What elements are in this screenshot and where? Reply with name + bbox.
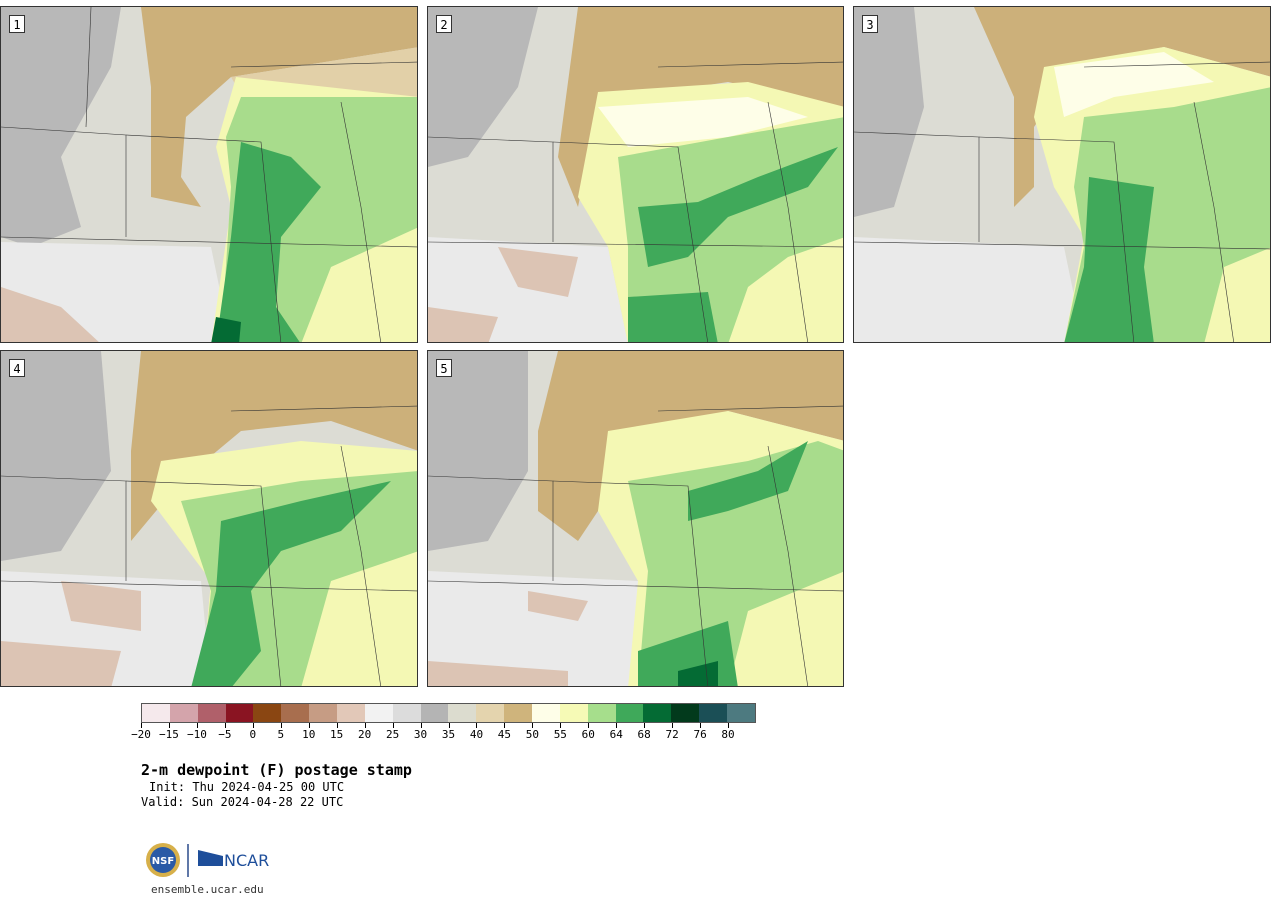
dewpoint-map-1 <box>1 7 417 342</box>
colorbar-tick-label: 0 <box>249 728 257 741</box>
nsf-logo-text: NSF <box>152 856 174 867</box>
colorbar-tick-label: 10 <box>302 728 316 741</box>
colorbar-swatch <box>504 704 533 722</box>
panel-number: 1 <box>9 15 25 33</box>
colorbar-tick <box>672 723 674 728</box>
dewpoint-colorbar <box>141 703 756 723</box>
colorbar-tick-label: 55 <box>553 728 567 741</box>
colorbar-tick-label: 25 <box>385 728 400 741</box>
panel-number: 2 <box>436 15 452 33</box>
colorbar-tick <box>308 723 310 728</box>
colorbar-swatch <box>281 704 310 722</box>
nsf-logo: NSF <box>146 843 180 877</box>
colorbar-swatch <box>225 704 254 722</box>
colorbar-tick <box>504 723 506 728</box>
colorbar-tick <box>728 723 730 728</box>
colorbar-swatch <box>197 704 226 722</box>
colorbar-swatch <box>699 704 728 722</box>
colorbar-swatch <box>364 704 393 722</box>
colorbar-swatch <box>643 704 672 722</box>
colorbar-tick <box>476 723 478 728</box>
colorbar-swatch <box>727 704 755 722</box>
colorbar-tick <box>224 723 226 728</box>
colorbar-tick <box>532 723 534 728</box>
colorbar-tick-label: 68 <box>637 728 651 741</box>
ncar-logo-text: NCAR <box>224 851 269 870</box>
colorbar-swatch <box>671 704 700 722</box>
map-panel-4: 4 <box>0 350 418 687</box>
colorbar-tick-label: −5 <box>218 728 232 741</box>
colorbar-tick <box>364 723 366 728</box>
sponsor-logos: NSF NCAR <box>145 842 275 882</box>
colorbar-tick <box>252 723 254 728</box>
valid-time: Valid: Sun 2024-04-28 22 UTC <box>141 795 344 809</box>
colorbar-tick <box>280 723 282 728</box>
map-panel-2: 2 <box>427 6 844 343</box>
colorbar-swatch <box>169 704 198 722</box>
colorbar-tick-label: 30 <box>413 728 428 741</box>
colorbar-swatch <box>420 704 449 722</box>
colorbar-tick-label: 40 <box>469 728 484 741</box>
colorbar-tick-label: −15 <box>159 728 179 741</box>
dewpoint-map-5 <box>428 351 843 686</box>
colorbar-tick <box>141 723 142 728</box>
map-panel-3: 3 <box>853 6 1271 343</box>
colorbar-tick-label: 80 <box>721 728 735 741</box>
colorbar-tick <box>336 723 338 728</box>
colorbar-swatch <box>337 704 365 722</box>
colorbar-tick <box>588 723 590 728</box>
colorbar-tick <box>196 723 198 728</box>
site-url: ensemble.ucar.edu <box>151 883 264 896</box>
colorbar-tick-label: 72 <box>665 728 679 741</box>
figure-title: 2-m dewpoint (F) postage stamp <box>141 761 412 779</box>
colorbar-tick <box>616 723 618 728</box>
panel-number: 5 <box>436 359 452 377</box>
colorbar-tick <box>392 723 394 728</box>
panel-number: 3 <box>862 15 878 33</box>
colorbar-tick-label: 50 <box>525 728 539 741</box>
ncar-logo: NCAR <box>198 850 269 870</box>
colorbar-ticks: −20 −15 −10 −5 0 5 10 15 20 25 30 35 40 45 50 55 60 64 68 7… <box>131 723 756 743</box>
colorbar-tick-label: 60 <box>581 728 595 741</box>
colorbar-tick-label: 45 <box>497 728 512 741</box>
colorbar-tick-label: 64 <box>609 728 623 741</box>
colorbar-tick <box>560 723 562 728</box>
colorbar-swatch <box>532 704 560 722</box>
dewpoint-map-2 <box>428 7 843 342</box>
colorbar-tick <box>644 723 646 728</box>
colorbar-tick <box>168 723 170 728</box>
init-time: Init: Thu 2024-04-25 00 UTC <box>149 780 345 794</box>
colorbar-tick-label: 20 <box>358 728 372 741</box>
colorbar-swatch <box>476 704 505 722</box>
colorbar-tick-label: 76 <box>693 728 707 741</box>
panel-number: 4 <box>9 359 25 377</box>
colorbar-swatch <box>253 704 282 722</box>
colorbar-tick-label: 15 <box>330 728 344 741</box>
map-panel-5: 5 <box>427 350 844 687</box>
colorbar-tick-label: 35 <box>441 728 456 741</box>
dewpoint-map-4 <box>1 351 417 686</box>
colorbar-swatch <box>559 704 588 722</box>
colorbar-tick <box>448 723 450 728</box>
colorbar-tick-label: 5 <box>277 728 285 741</box>
colorbar-tick <box>700 723 702 728</box>
colorbar-swatch <box>392 704 421 722</box>
colorbar-swatch <box>309 704 338 722</box>
colorbar-tick-label: −20 <box>131 728 151 741</box>
colorbar-swatch <box>615 704 644 722</box>
colorbar-swatch <box>142 704 170 722</box>
map-panel-1: 1 <box>0 6 418 343</box>
colorbar-tick-label: −10 <box>186 728 207 741</box>
colorbar-swatch <box>448 704 477 722</box>
colorbar-swatch <box>587 704 616 722</box>
colorbar-tick <box>420 723 422 728</box>
dewpoint-map-3 <box>854 7 1270 342</box>
